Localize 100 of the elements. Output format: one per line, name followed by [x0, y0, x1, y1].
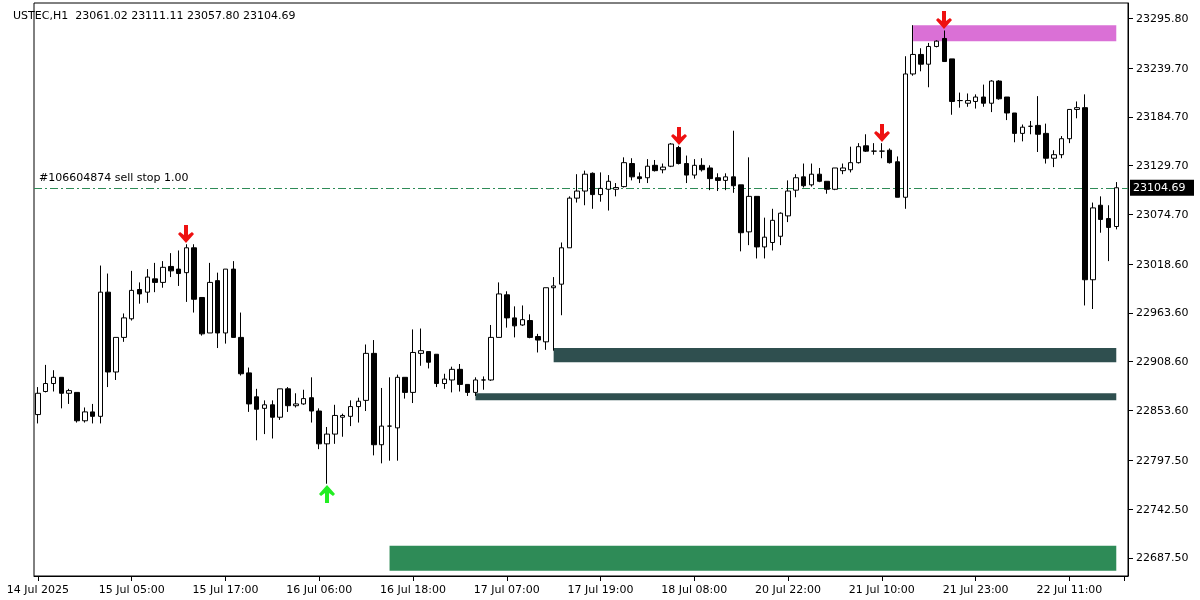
y-tick-label: 22963.60	[1136, 306, 1189, 320]
candlestick	[856, 142, 861, 165]
candlestick	[301, 389, 306, 406]
candlestick	[145, 268, 150, 304]
candlestick	[105, 273, 111, 388]
x-tick-label: 15 Jul 05:00	[98, 583, 165, 596]
candlestick	[160, 260, 166, 289]
candlestick	[207, 262, 213, 334]
candlestick	[520, 304, 525, 327]
candlestick	[910, 24, 916, 77]
x-tick-label: 22 Jul 11:00	[1036, 583, 1103, 596]
candlestick	[1114, 181, 1119, 230]
candlestick	[332, 404, 338, 445]
candlestick	[934, 39, 939, 48]
ref-line-label: #106604874 sell stop 1.00	[39, 170, 189, 184]
candlestick	[707, 164, 713, 191]
candlestick	[981, 84, 986, 108]
candlestick	[1098, 195, 1103, 234]
candlestick	[395, 374, 400, 462]
candlestick	[1059, 135, 1064, 159]
candlestick	[363, 343, 369, 412]
candlestick	[863, 133, 869, 153]
candlestick	[223, 268, 228, 345]
candlestick	[840, 163, 846, 175]
candlestick	[793, 173, 799, 198]
candlestick	[926, 42, 931, 88]
candlestick	[973, 93, 978, 110]
candlestick	[606, 174, 611, 212]
candlestick	[598, 171, 603, 203]
candlestick	[754, 195, 760, 259]
y-tick-label: 23129.70	[1136, 159, 1189, 173]
candlestick	[356, 397, 361, 424]
candlestick	[1106, 204, 1111, 262]
candlestick	[1004, 96, 1010, 121]
candlestick	[1028, 120, 1033, 135]
y-tick-label: 23295.80	[1136, 11, 1189, 25]
y-tick-label: 22797.50	[1136, 453, 1189, 467]
candlestick	[324, 426, 330, 485]
candlestick	[316, 407, 322, 450]
candlestick	[809, 163, 814, 188]
candlestick	[98, 265, 103, 424]
candlestick	[1051, 149, 1057, 168]
candlestick	[74, 391, 80, 424]
candlestick	[442, 373, 447, 390]
candlestick	[262, 399, 267, 435]
candlestick	[527, 313, 533, 339]
candlestick	[668, 142, 674, 168]
candlestick	[481, 375, 486, 391]
x-tick-label: 16 Jul 18:00	[380, 583, 446, 596]
candlestick	[504, 290, 510, 329]
candlestick	[942, 30, 947, 63]
candlestick	[684, 155, 689, 184]
candlestick	[1074, 100, 1080, 119]
candlestick	[426, 351, 431, 369]
candlestick	[434, 353, 439, 388]
candlestick	[559, 241, 564, 316]
x-tick-label: 17 Jul 19:00	[567, 583, 634, 596]
candlestick	[270, 399, 275, 440]
candlestick	[1067, 108, 1072, 144]
candlestick	[699, 157, 705, 173]
candlestick	[574, 173, 580, 204]
candlestick	[582, 170, 588, 206]
candlestick	[1090, 202, 1096, 310]
candlestick	[387, 376, 392, 462]
candlestick	[176, 249, 181, 287]
candlestick	[348, 399, 353, 427]
candlestick	[465, 383, 470, 397]
candlestick	[293, 392, 299, 408]
candlestick	[473, 376, 478, 397]
x-tick-label: 15 Jul 17:00	[192, 583, 259, 596]
candlestick	[645, 158, 650, 184]
y-tick-label: 22908.60	[1136, 355, 1189, 369]
candlestick	[379, 387, 384, 464]
candlestick	[660, 163, 666, 174]
x-tick-label: 16 Jul 06:00	[286, 583, 353, 596]
candlestick	[51, 369, 56, 392]
candlestick	[254, 388, 259, 441]
candlestick	[238, 312, 244, 377]
y-tick-label: 23184.70	[1136, 110, 1189, 124]
candlestick	[246, 367, 252, 413]
candlestick	[613, 182, 619, 197]
candlestick	[82, 406, 88, 424]
candlestick	[1012, 112, 1017, 143]
candlestick	[895, 155, 900, 198]
candlestick	[340, 413, 345, 438]
x-tick-label: 14 Jul 2025	[6, 583, 70, 596]
candlestick	[746, 156, 752, 246]
candlestick	[770, 208, 775, 251]
x-tick-label: 21 Jul 10:00	[848, 583, 915, 596]
candlestick	[137, 281, 142, 305]
y-tick-label: 22742.50	[1136, 502, 1189, 516]
candlestick	[692, 158, 697, 180]
candlestick	[965, 92, 971, 108]
candlestick	[637, 171, 642, 184]
candlestick	[59, 376, 64, 409]
candlestick	[168, 252, 174, 278]
candlestick	[543, 287, 549, 351]
candlestick	[1035, 95, 1041, 153]
candlestick	[629, 157, 635, 181]
candlestick	[285, 386, 291, 413]
